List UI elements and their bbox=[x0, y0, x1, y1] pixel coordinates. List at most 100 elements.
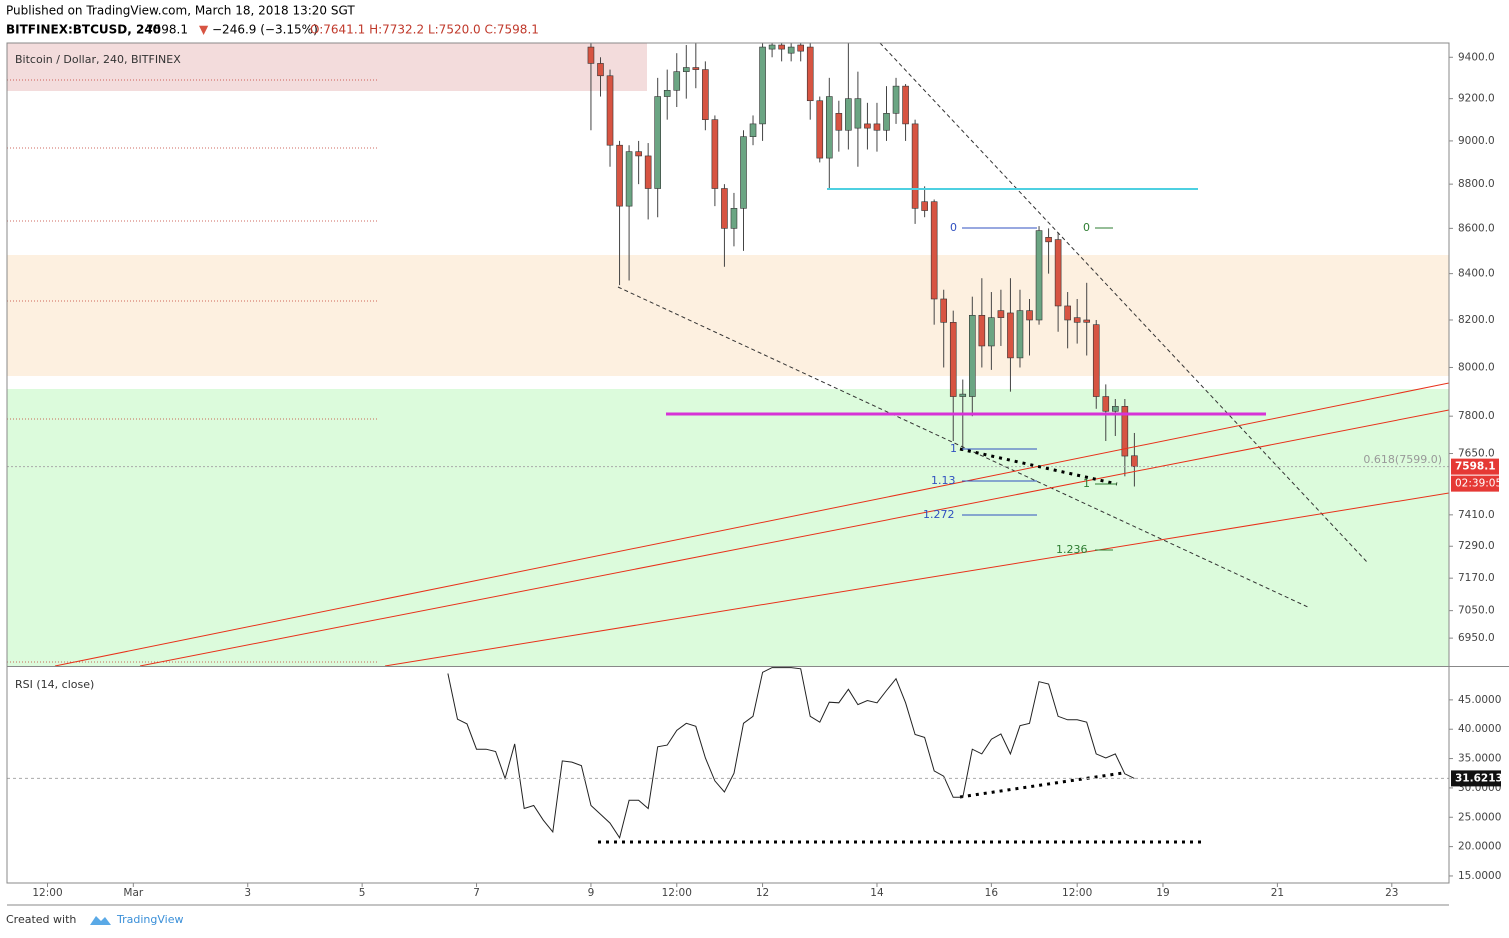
symbol: BITFINEX:BTCUSD, 240 bbox=[6, 23, 161, 37]
ohlc: O:7641.1 H:7732.2 L:7520.0 C:7598.1 bbox=[310, 23, 539, 37]
x-tick-label: 21 bbox=[1271, 887, 1284, 899]
candle-body bbox=[1007, 312, 1014, 359]
x-tick-label: 5 bbox=[359, 887, 366, 899]
y-tick-label: 7650.0 bbox=[1458, 448, 1495, 460]
candle-body bbox=[845, 98, 852, 131]
candle-body bbox=[1102, 396, 1110, 412]
frame bbox=[6, 42, 1509, 906]
candle-body bbox=[606, 75, 614, 146]
candle-body bbox=[644, 155, 652, 189]
rsi-value-label: 31.6213 bbox=[1455, 772, 1503, 784]
trendline bbox=[617, 286, 1311, 609]
candle-body bbox=[978, 314, 986, 347]
candle-body bbox=[1016, 310, 1024, 359]
fib-note: 0.618(7599.0) bbox=[1363, 453, 1442, 466]
candle-body bbox=[597, 63, 604, 77]
y-tick-label: 7290.0 bbox=[1458, 540, 1495, 552]
published: Published on TradingView.com, March 18, … bbox=[6, 4, 355, 18]
y-tick-label: 25.0000 bbox=[1458, 811, 1501, 823]
candle-body bbox=[749, 123, 757, 137]
candle-body bbox=[1112, 406, 1119, 412]
x-tick-label: 23 bbox=[1385, 887, 1398, 899]
y-tick-label: 7170.0 bbox=[1458, 572, 1495, 584]
fib-text: 0 1 1.13 1.272 0 1 1.236 0.618(7599.0) bbox=[923, 221, 1442, 556]
y-tick-label: 7410.0 bbox=[1458, 509, 1495, 521]
x-tick-label: Mar bbox=[123, 887, 143, 899]
candle-body bbox=[1064, 305, 1071, 321]
candle-body bbox=[825, 96, 833, 159]
candle-body bbox=[1026, 310, 1033, 321]
x-tick-label: 9 bbox=[588, 887, 595, 899]
zone bbox=[7, 255, 1449, 376]
last: 7598.1 bbox=[146, 23, 188, 37]
x-tick-label: 12 bbox=[756, 887, 769, 899]
candle-body bbox=[1083, 319, 1091, 323]
y-tick-label: 7050.0 bbox=[1458, 605, 1495, 617]
y-tick-label: 45.0000 bbox=[1458, 694, 1501, 706]
candle-body bbox=[1121, 406, 1129, 457]
candle-body bbox=[1073, 317, 1081, 323]
footer-brand[interactable]: TradingView bbox=[116, 913, 183, 926]
footer-created: Created with bbox=[6, 913, 76, 926]
last-price-label: 7598.1 bbox=[1455, 461, 1496, 473]
fib-label: 1 bbox=[950, 442, 957, 455]
logo bbox=[90, 916, 111, 925]
candle-body bbox=[740, 136, 747, 209]
candle-body bbox=[873, 123, 881, 131]
rsi-pane bbox=[7, 667, 1449, 844]
fib-label: 1.13 bbox=[931, 474, 956, 487]
zone bbox=[7, 389, 1449, 666]
fib-lines bbox=[1095, 227, 1117, 551]
fib-label: 0 bbox=[1083, 221, 1090, 234]
x-tick-label: 14 bbox=[870, 887, 884, 899]
candle-body bbox=[768, 44, 776, 50]
candle-body bbox=[663, 89, 671, 97]
fib-label: 1.236 bbox=[1056, 543, 1088, 556]
candle-body bbox=[864, 123, 871, 129]
candle-body bbox=[711, 119, 719, 189]
y-tick-label: 35.0000 bbox=[1458, 753, 1501, 765]
candle-body bbox=[854, 98, 862, 129]
candle-body bbox=[902, 85, 909, 125]
y-tick-label: 9000.0 bbox=[1458, 135, 1495, 147]
candle-body bbox=[778, 44, 785, 50]
y-tick-label: 6950.0 bbox=[1458, 632, 1495, 644]
zones bbox=[7, 43, 1449, 666]
divergence-line bbox=[959, 447, 1118, 486]
channel-line bbox=[384, 492, 1449, 666]
x-tick-label: 12:00 bbox=[1062, 887, 1092, 899]
candle-body bbox=[721, 188, 728, 229]
divergence-line bbox=[959, 771, 1124, 799]
rsi-line bbox=[447, 667, 1135, 840]
channel-line bbox=[54, 382, 1449, 666]
candle-body bbox=[997, 310, 1005, 318]
y-tick-label: 40.0000 bbox=[1458, 723, 1501, 735]
levels bbox=[7, 79, 378, 663]
candle-body bbox=[911, 123, 919, 209]
candle-body bbox=[787, 46, 795, 54]
rsi-legend: RSI (14, close) bbox=[15, 678, 94, 691]
y-tick-label: 8000.0 bbox=[1458, 361, 1495, 373]
border bbox=[6, 42, 1450, 884]
fib-label: 1 bbox=[1083, 477, 1090, 490]
candle-body bbox=[969, 314, 976, 397]
candle-body bbox=[949, 322, 957, 397]
x-tick-label: 12:00 bbox=[662, 887, 692, 899]
y-tick-label: 8200.0 bbox=[1458, 314, 1495, 326]
candle-body bbox=[806, 46, 814, 102]
main-pane bbox=[7, 43, 1449, 666]
down-arrow: ▼ bbox=[199, 23, 209, 37]
last-price-box bbox=[1451, 458, 1499, 475]
candle-body bbox=[959, 393, 967, 397]
candle-body bbox=[682, 67, 690, 72]
countdown: 02:39:05 bbox=[1455, 478, 1502, 490]
candle-body bbox=[673, 71, 681, 91]
drawings bbox=[54, 43, 1449, 666]
fib-lines bbox=[962, 227, 1037, 516]
candle-body bbox=[816, 100, 824, 159]
candle-body bbox=[1035, 230, 1043, 321]
y-tick-label: 20.0000 bbox=[1458, 841, 1501, 853]
y-tick-label: 8600.0 bbox=[1458, 222, 1495, 234]
y-tick-label: 8400.0 bbox=[1458, 268, 1495, 280]
countdown-box bbox=[1451, 475, 1499, 492]
